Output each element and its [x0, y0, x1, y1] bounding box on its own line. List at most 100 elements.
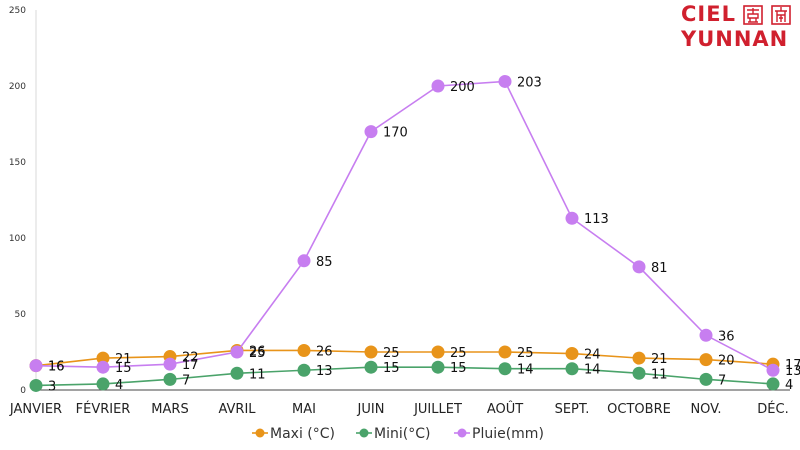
data-point — [431, 360, 445, 374]
y-tick-label: 50 — [15, 310, 27, 320]
data-point — [632, 351, 646, 365]
data-point — [96, 351, 110, 365]
data-label: 11 — [651, 367, 668, 382]
seal-icon-left — [743, 5, 763, 25]
legend-label: Maxi (°C) — [270, 426, 335, 442]
legend-item: Mini(°C) — [356, 426, 430, 442]
data-label: 26 — [316, 344, 333, 359]
x-tick-label: AOÛT — [487, 401, 523, 417]
data-point — [297, 343, 311, 357]
y-tick-label: 250 — [9, 6, 26, 16]
data-point — [163, 357, 177, 371]
data-point — [163, 372, 177, 386]
x-tick-label: OCTOBRE — [607, 402, 671, 417]
data-point — [632, 366, 646, 380]
data-label: 13 — [785, 364, 800, 379]
data-point — [498, 345, 512, 359]
data-label: 21 — [115, 352, 132, 367]
data-label: 4 — [115, 378, 123, 393]
brand-line-2: YUNNAN — [681, 27, 789, 51]
data-label: 25 — [450, 346, 467, 361]
data-label: 13 — [316, 364, 333, 379]
seal-icon-right — [771, 5, 791, 25]
data-point — [230, 345, 244, 359]
data-label: 113 — [584, 212, 609, 227]
data-label: 15 — [115, 361, 132, 376]
data-point — [565, 347, 579, 361]
data-point — [431, 345, 445, 359]
data-point — [632, 260, 646, 274]
data-label: 24 — [584, 348, 601, 363]
series-line — [35, 80, 774, 371]
legend-label: Pluie(mm) — [472, 426, 544, 442]
data-label: 15 — [383, 361, 400, 376]
legend-marker — [457, 428, 467, 438]
data-label: 85 — [316, 255, 333, 270]
x-tick-label: NOV. — [690, 402, 721, 417]
data-label: 4 — [785, 378, 793, 393]
x-tick-label: SEPT. — [555, 402, 590, 417]
x-tick-label: FÉVRIER — [76, 401, 131, 417]
x-tick-label: JUIN — [357, 402, 385, 417]
series-line — [35, 366, 774, 387]
data-point — [766, 377, 780, 391]
legend-item: Maxi (°C) — [252, 426, 335, 442]
data-point — [297, 254, 311, 268]
legend: Maxi (°C) Mini(°C) Pluie(mm) — [252, 426, 544, 442]
data-label: 11 — [249, 367, 266, 382]
x-tick-label: AVRIL — [218, 402, 256, 417]
brand-logo: CIEL YUNNAN — [681, 2, 799, 54]
y-tick-label: 100 — [9, 234, 26, 244]
legend-marker — [359, 428, 369, 438]
data-label: 26 — [249, 344, 266, 359]
data-label: 22 — [182, 351, 199, 366]
x-tick-label: MARS — [151, 402, 188, 417]
data-point — [230, 366, 244, 380]
data-point — [431, 79, 445, 93]
legend-item: Pluie(mm) — [454, 426, 544, 442]
data-point — [364, 360, 378, 374]
data-label: 21 — [651, 352, 668, 367]
data-point — [699, 353, 713, 367]
data-point — [565, 362, 579, 376]
data-point — [498, 362, 512, 376]
data-point — [364, 345, 378, 359]
y-tick-label: 0 — [20, 386, 26, 396]
data-point — [96, 360, 110, 374]
data-point — [96, 377, 110, 391]
x-tick-label: DÉC. — [757, 401, 788, 417]
y-tick-label: 150 — [9, 158, 26, 168]
data-point — [699, 372, 713, 386]
legend-marker — [255, 428, 265, 438]
brand-line-1: CIEL — [681, 2, 736, 26]
data-point — [297, 363, 311, 377]
data-label: 170 — [383, 126, 408, 141]
x-tick-label: JUILLET — [413, 402, 462, 417]
data-label: 25 — [249, 346, 266, 361]
data-label: 17 — [182, 358, 199, 373]
data-label: 36 — [718, 329, 735, 344]
data-point — [766, 363, 780, 377]
data-label: 25 — [517, 346, 534, 361]
data-label: 16 — [48, 360, 65, 375]
data-point — [29, 378, 43, 392]
data-label: 25 — [383, 346, 400, 361]
data-point — [498, 74, 512, 88]
data-label: 7 — [182, 373, 190, 388]
x-tick-label: JANVIER — [9, 402, 62, 417]
data-point — [565, 211, 579, 225]
axes: 0 50 100 150 200 250 JANVIER FÉVRIER MARS AVRIL MA… — [9, 6, 790, 417]
data-point — [699, 328, 713, 342]
data-label: 7 — [718, 373, 726, 388]
data-point — [364, 125, 378, 139]
series-line — [35, 349, 774, 367]
x-tick-label: MAI — [292, 402, 316, 417]
data-label: 200 — [450, 80, 475, 95]
legend-label: Mini(°C) — [374, 426, 430, 442]
data-label: 17 — [785, 358, 800, 373]
data-label: 15 — [450, 361, 467, 376]
y-tick-label: 200 — [9, 82, 26, 92]
